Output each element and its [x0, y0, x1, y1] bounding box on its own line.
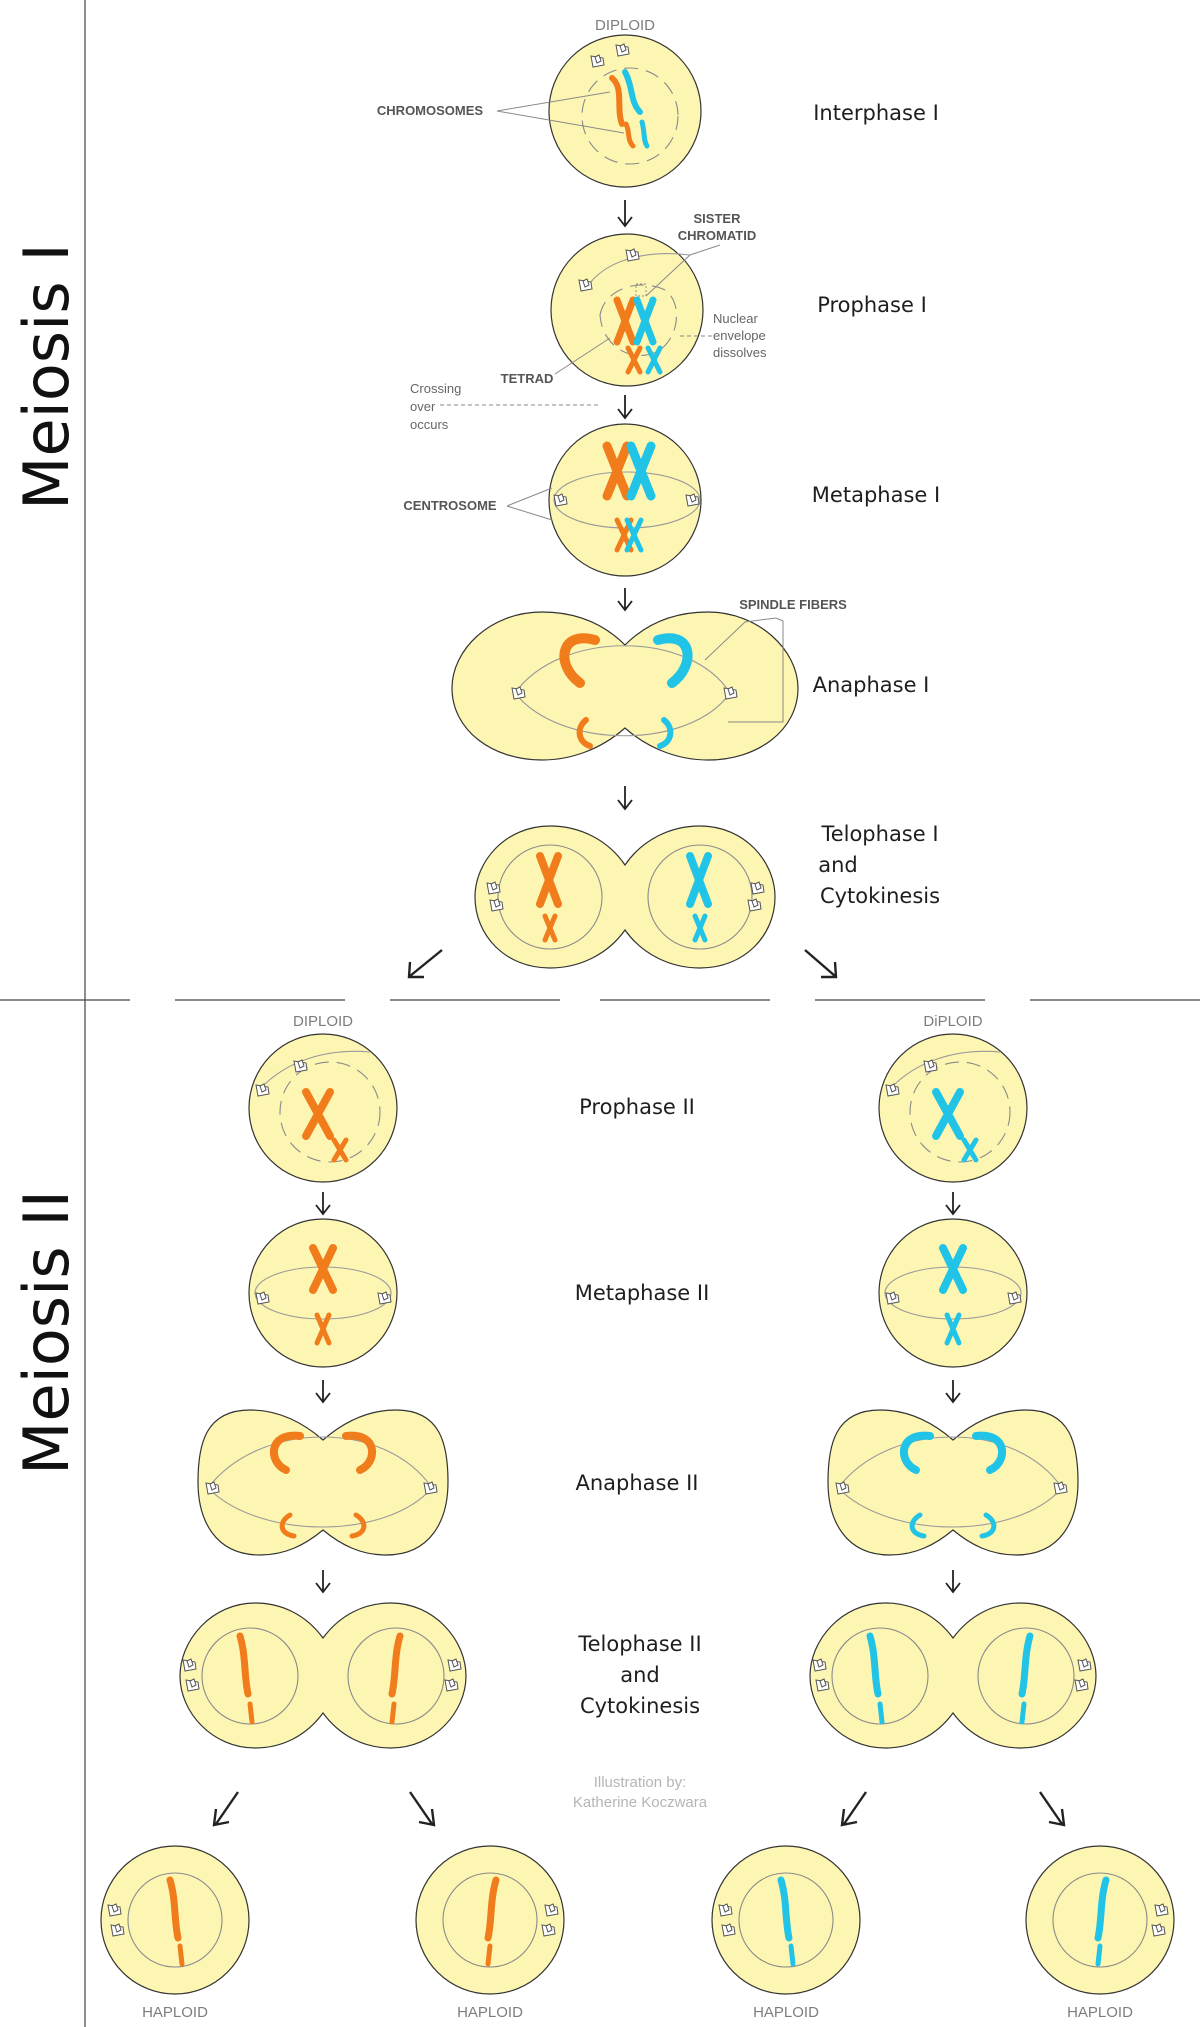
metaphase-2-left-cell [248, 1218, 398, 1368]
arrow-anaphase2-to-telophase2-right [945, 1570, 961, 1594]
arrow-metaphase-to-anaphase [617, 588, 633, 612]
haploid-cell-3 [711, 1845, 861, 1995]
arrow-metaphase2-to-anaphase2-right [945, 1380, 961, 1404]
crossing-over-label-line1: Crossing [410, 381, 461, 396]
arrow-anaphase2-to-telophase2-left [315, 1570, 331, 1594]
crossing-over-label-line3: occurs [410, 417, 449, 432]
stage-label-telophase-2-line3: Cytokinesis [580, 1694, 700, 1718]
ploidy-label-diploid-right: DiPLOID [923, 1013, 982, 1030]
arrow-prophase2-to-metaphase2-left [315, 1192, 331, 1216]
illustration-credit-line2: Katherine Koczwara [573, 1794, 708, 1811]
stage-label-telophase-1-line2: and [818, 853, 858, 877]
spindle-fibers-label: SPINDLE FIBERS [739, 597, 847, 612]
prophase-1-cell [550, 233, 704, 387]
ploidy-label-diploid-top: DIPLOID [595, 17, 655, 34]
stage-label-metaphase-1: Metaphase I [812, 483, 940, 507]
split-arrow-left [407, 949, 443, 979]
haploid-cell-1 [100, 1845, 250, 1995]
tetrad-leader [554, 337, 611, 375]
arrow-prophase-to-metaphase [617, 395, 633, 420]
ploidy-label-haploid-1: HAPLOID [142, 2004, 208, 2021]
arrow-interphase-to-prophase [617, 200, 633, 228]
nuclear-envelope-label-line1: Nuclear [713, 311, 758, 326]
metaphase-1-cell [548, 423, 702, 577]
ploidy-label-haploid-2: HAPLOID [457, 2004, 523, 2021]
spindle-fibers-leader [704, 617, 784, 723]
illustration-credit-line1: Illustration by: [594, 1774, 687, 1791]
stage-label-anaphase-2: Anaphase II [576, 1471, 699, 1495]
telophase-2-left-cell [179, 1602, 467, 1749]
split-arrow-right [804, 949, 838, 979]
sister-chromatid-leader [645, 244, 721, 297]
stage-label-telophase-2-line2: and [620, 1663, 660, 1687]
section-title-meiosis-2: Meiosis II [10, 1190, 83, 1475]
stage-label-interphase-1: Interphase I [813, 101, 939, 125]
stage-label-telophase-1-line3: Cytokinesis [820, 884, 940, 908]
haploid-cell-2 [415, 1845, 565, 1995]
ploidy-label-haploid-3: HAPLOID [753, 2004, 819, 2021]
arrow-prophase2-to-metaphase2-right [945, 1192, 961, 1216]
centrosome-leader [506, 487, 553, 521]
chromosomes-leader [496, 91, 625, 134]
section-title-meiosis-1: Meiosis I [10, 243, 83, 510]
stage-label-anaphase-1: Anaphase I [813, 673, 930, 697]
tetrad-label: TETRAD [501, 371, 554, 386]
stage-label-metaphase-2: Metaphase II [575, 1281, 710, 1305]
ploidy-label-diploid-left: DIPLOID [293, 1013, 353, 1030]
stage-label-prophase-2: Prophase II [579, 1095, 695, 1119]
arrow-anaphase-to-telophase [617, 786, 633, 811]
anaphase-1-cell [451, 611, 799, 761]
arrow-metaphase2-to-anaphase2-left [315, 1380, 331, 1404]
prophase-2-left-cell [248, 1033, 398, 1183]
split-arrows-bottom [212, 1791, 1066, 1827]
anaphase-2-left-cell [197, 1409, 449, 1556]
ploidy-label-haploid-4: HAPLOID [1067, 2004, 1133, 2021]
crossing-over-label-line2: over [410, 399, 436, 414]
centrosome-label: CENTROSOME [403, 498, 497, 513]
sister-chromatid-label-line2: CHROMATID [678, 228, 756, 243]
nuclear-envelope-label-line2: envelope [713, 328, 766, 343]
chromosomes-label: CHROMOSOMES [377, 103, 484, 118]
telophase-2-right-cell [809, 1602, 1097, 1749]
prophase-2-right-cell [878, 1033, 1028, 1183]
anaphase-2-right-cell [827, 1409, 1079, 1556]
interphase-1-cell [548, 34, 702, 188]
nuclear-envelope-label-line3: dissolves [713, 345, 767, 360]
haploid-cell-4 [1025, 1845, 1175, 1995]
metaphase-2-right-cell [878, 1218, 1028, 1368]
telophase-1-cell [474, 825, 776, 969]
sister-chromatid-label-line1: SISTER [694, 211, 742, 226]
stage-label-telophase-1-line1: Telophase I [820, 822, 938, 846]
stage-label-prophase-1: Prophase I [817, 293, 927, 317]
stage-label-telophase-2-line1: Telophase II [577, 1632, 701, 1656]
